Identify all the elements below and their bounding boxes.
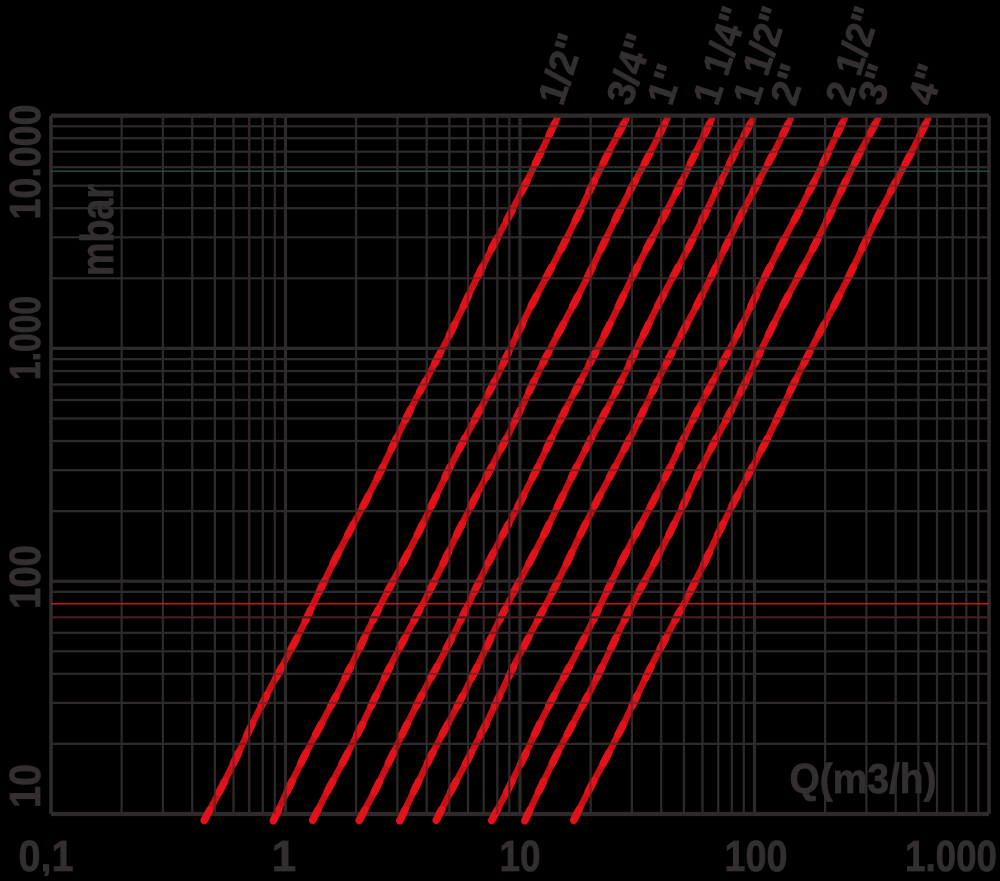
svg-text:10.000: 10.000: [1, 105, 50, 220]
svg-text:1.000: 1.000: [1, 296, 50, 380]
svg-text:mbar: mbar: [71, 184, 123, 276]
svg-text:100: 100: [1, 545, 50, 609]
svg-text:1.000: 1.000: [905, 832, 997, 876]
svg-text:Q(m3/h): Q(m3/h): [790, 755, 937, 802]
svg-text:10: 10: [500, 832, 541, 876]
svg-text:100: 100: [725, 832, 788, 876]
svg-text:1: 1: [272, 832, 296, 876]
svg-text:0,1: 0,1: [19, 832, 74, 876]
svg-text:10: 10: [1, 764, 50, 808]
